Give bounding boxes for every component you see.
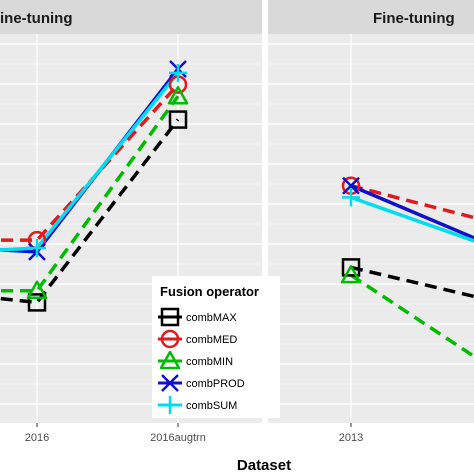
panel-lines <box>350 184 474 359</box>
data-point-combMAX <box>168 110 188 129</box>
square-marker <box>341 258 361 277</box>
circle-marker <box>160 329 180 349</box>
x-axis-title: Dataset <box>237 457 291 474</box>
legend-key-x-cross-icon <box>161 374 179 392</box>
series-line-combMED <box>0 83 180 242</box>
series-line-combSUM <box>350 195 474 243</box>
legend-key-triangle-icon <box>159 350 181 370</box>
legend-label-combMIN: combMIN <box>186 356 233 368</box>
legend: Fusion operator combMAX combMED combMIN com… <box>152 276 280 418</box>
legend-key-circle-icon <box>160 329 180 349</box>
x-tick-label: 2016augtrn <box>150 432 206 444</box>
data-point-combMIN <box>340 264 362 284</box>
facet-title-left: ine-tuning <box>0 10 72 27</box>
cross-stroke <box>342 176 360 195</box>
data-point-combSUM <box>342 188 360 207</box>
square-marker <box>160 307 180 327</box>
series-line-combMIN <box>0 95 180 293</box>
data-point-combMAX <box>27 293 47 312</box>
x-tick-label: 2016 <box>25 432 49 444</box>
legend-label-combSUM: combSUM <box>186 400 237 412</box>
triangle-marker <box>159 350 181 370</box>
data-point-combSUM <box>169 63 187 82</box>
facet-strip <box>0 0 262 34</box>
series-line-combMED <box>350 184 474 220</box>
legend-label-combMED: combMED <box>186 334 237 346</box>
x-tick-label: 2013 <box>339 432 363 444</box>
series-lines-layer <box>0 67 474 359</box>
panel-markers <box>340 176 362 284</box>
data-point-combMAX <box>341 258 361 277</box>
triangle-marker <box>167 85 189 105</box>
legend-title: Fusion operator <box>160 284 259 299</box>
cross-stroke <box>161 374 179 392</box>
legend-label-combPROD: combPROD <box>186 378 245 390</box>
triangle-marker <box>26 280 48 299</box>
facet-strip <box>268 0 474 34</box>
panel-markers <box>26 60 189 312</box>
square-marker <box>168 110 188 129</box>
data-point-combMIN <box>167 85 189 105</box>
x-tick-labels: 2016 2016augtrn 2013 <box>25 423 363 444</box>
legend-label-combMAX: combMAX <box>186 312 237 324</box>
series-line-combPROD <box>350 184 474 240</box>
data-point-combPROD <box>342 176 360 195</box>
series-markers-layer <box>26 60 362 312</box>
data-point-combMIN <box>26 280 48 299</box>
series-line-combMAX <box>350 265 474 299</box>
strips-layer: ine-tuning Fine-tuning <box>0 10 455 27</box>
data-point-combSUM <box>28 238 46 257</box>
series-line-combMIN <box>350 273 474 359</box>
series-line-combMAX <box>0 118 180 305</box>
facet-gap <box>262 0 268 423</box>
triangle-marker <box>340 264 362 284</box>
legend-key-plus-icon <box>161 396 179 414</box>
legend-key-square-icon <box>160 307 180 327</box>
facet-title-right: Fine-tuning <box>373 10 455 27</box>
square-marker <box>27 293 47 312</box>
